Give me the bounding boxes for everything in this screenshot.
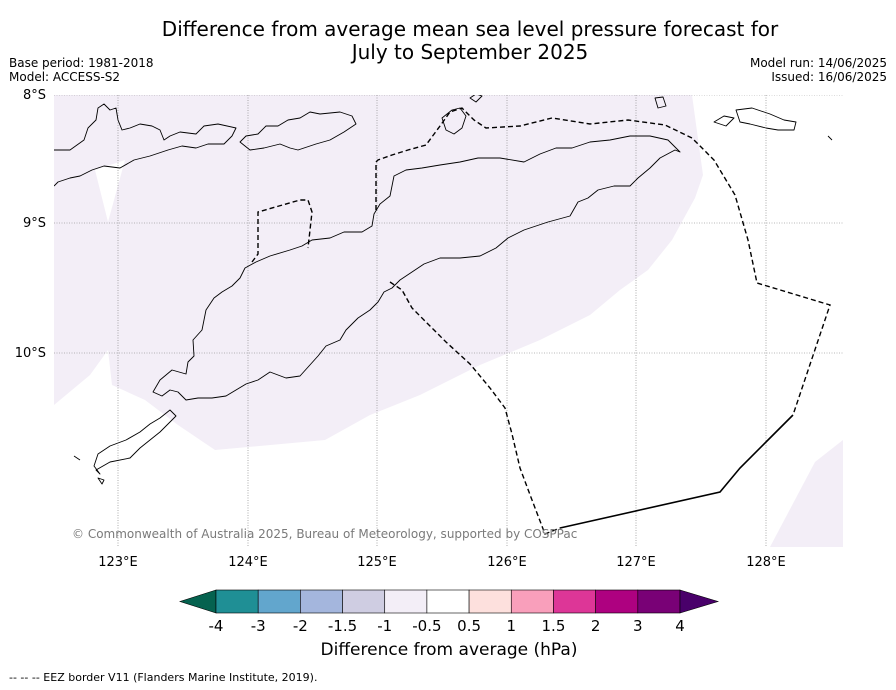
- colorbar-tick-label: -1.5: [328, 617, 357, 635]
- model-run: Model run: 14/06/2025: [749, 56, 887, 70]
- copyright-text: © Commonwealth of Australia 2025, Bureau…: [72, 527, 577, 541]
- colorbar-segment: [426, 589, 470, 614]
- gridlines: [54, 95, 843, 547]
- title-line-1: Difference from average mean sea level p…: [161, 17, 779, 41]
- lon-tick-label: 128°E: [746, 555, 786, 570]
- small-islet-2: [713, 115, 735, 127]
- rote-island: [73, 409, 177, 475]
- colorbar-label: Difference from average (hPa): [320, 640, 578, 660]
- colorbar: -4 -3 -2 -1.5 -1 -0.5 0.5 1 1.5 2 3 4: [179, 589, 720, 635]
- lon-tick-label: 124°E: [228, 555, 268, 570]
- colorbar-segment: [637, 589, 681, 614]
- eez-north-boundary: [375, 107, 831, 416]
- eez-south-boundary: [389, 281, 561, 535]
- map-plot-area: [54, 95, 843, 547]
- small-islet-4: [97, 477, 105, 485]
- small-islet-3: [469, 95, 483, 103]
- colorbar-tick-label: -1: [377, 617, 392, 635]
- colorbar-tick-label: -2: [293, 617, 308, 635]
- lat-tick-label: 10°S: [15, 346, 46, 361]
- eez-solid-segment: [559, 414, 794, 529]
- atauro-island: [441, 107, 467, 135]
- anomaly-shading-southeast: [770, 440, 843, 547]
- issued-date: Issued: 16/06/2025: [771, 70, 887, 84]
- colorbar-tick-label: -3: [251, 617, 266, 635]
- colorbar-tick-label: 0.5: [457, 617, 481, 635]
- colorbar-segment: [595, 589, 639, 614]
- forecast-map: © Commonwealth of Australia 2025, Bureau…: [15, 88, 843, 635]
- colorbar-tick-label: 2: [591, 617, 601, 635]
- colorbar-tick-label: 4: [675, 617, 685, 635]
- colorbar-tick-label: 1: [506, 617, 516, 635]
- lon-tick-label: 127°E: [616, 555, 656, 570]
- colorbar-segment: [300, 589, 343, 614]
- lon-tick-label: 123°E: [98, 555, 138, 570]
- timor-island: [152, 135, 681, 401]
- chart-title: Difference from average mean sea level p…: [120, 18, 820, 64]
- base-period: Base period: 1981-2018: [9, 56, 154, 70]
- colorbar-segment: [384, 589, 428, 614]
- alor-island-east: [54, 103, 237, 187]
- colorbar-tick-label: -4: [209, 617, 224, 635]
- small-islet-1: [654, 96, 667, 109]
- colorbar-segment: [342, 589, 386, 614]
- colorbar-tick-label: -0.5: [412, 617, 441, 635]
- north-island-chain: [239, 111, 357, 151]
- colorbar-segment: [510, 589, 554, 614]
- base-period-info: Base period: 1981-2018 Model: ACCESS-S2: [9, 56, 154, 84]
- colorbar-segment: [468, 589, 512, 614]
- eez-border: [251, 107, 831, 535]
- lon-tick-label: 125°E: [357, 555, 397, 570]
- colorbar-tick-label: 1.5: [542, 617, 566, 635]
- model-run-info: Model run: 14/06/2025 Issued: 16/06/2025: [750, 56, 887, 84]
- anomaly-shading-main: [54, 95, 703, 450]
- colorbar-extend-low: [179, 589, 217, 614]
- model-name: Model: ACCESS-S2: [9, 70, 121, 84]
- colorbar-tick-label: 3: [633, 617, 643, 635]
- colorbar-extend-high: [679, 589, 720, 614]
- wetar-east-island: [735, 107, 797, 131]
- anomaly-shading-west-gap: [95, 160, 125, 222]
- colorbar-segment: [257, 589, 301, 614]
- colorbar-segment: [553, 589, 596, 614]
- lat-tick-label: 9°S: [23, 216, 46, 231]
- eez-oecusse-boundary: [251, 199, 313, 263]
- lat-tick-label: 8°S: [23, 88, 46, 103]
- colorbar-segment: [215, 589, 259, 614]
- lon-tick-label: 126°E: [487, 555, 527, 570]
- coastlines: [54, 95, 833, 485]
- small-islet-5: [827, 135, 833, 141]
- eez-footnote: -- -- -- EEZ border V11 (Flanders Marine…: [9, 671, 318, 684]
- title-line-2: July to September 2025: [351, 40, 589, 64]
